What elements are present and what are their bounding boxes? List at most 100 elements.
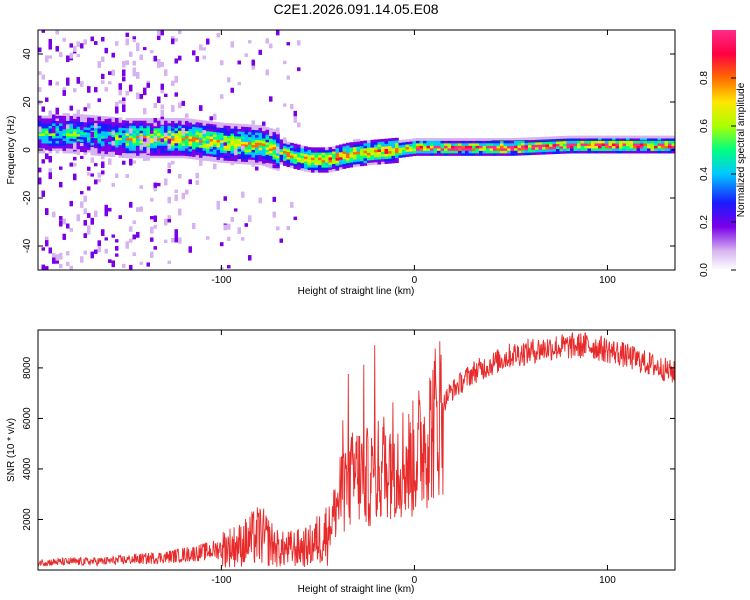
heatmap-cell	[146, 135, 151, 139]
heatmap-cell	[80, 136, 84, 140]
heatmap-cell	[125, 135, 130, 139]
heatmap-cell	[244, 136, 249, 140]
heatmap-cell	[391, 150, 396, 154]
heatmap-cell	[216, 152, 221, 155]
heatmap-cell	[45, 123, 49, 126]
heatmap-cell	[370, 154, 375, 158]
heatmap-cell	[290, 160, 294, 164]
heatmap-cell	[339, 152, 343, 155]
heatmap-cell	[311, 157, 315, 161]
heatmap-cell	[153, 103, 157, 108]
heatmap-cell	[552, 141, 557, 145]
heatmap-cell	[426, 145, 431, 149]
heatmap-cell	[293, 143, 298, 147]
heatmap-cell	[654, 150, 658, 154]
heatmap-cell	[164, 218, 168, 226]
heatmap-cell	[433, 138, 438, 141]
heatmap-cell	[83, 127, 88, 130]
heatmap-cell	[97, 138, 102, 141]
heatmap-cell	[132, 152, 137, 156]
heatmap-cell	[339, 159, 343, 163]
heatmap-cell	[153, 142, 158, 146]
heatmap-cell	[405, 151, 410, 155]
heatmap-cell	[552, 151, 557, 155]
heatmap-cell	[101, 128, 105, 132]
heatmap-cell	[251, 65, 255, 70]
heatmap-cell	[230, 87, 234, 93]
heatmap-cell	[83, 144, 88, 148]
heatmap-cell	[220, 94, 224, 99]
heatmap-cell	[573, 145, 578, 149]
heatmap-cell	[552, 148, 557, 152]
heatmap-cell	[559, 143, 564, 147]
heatmap-cell	[272, 134, 277, 138]
heatmap-cell	[577, 150, 581, 154]
heatmap-cell	[430, 138, 434, 141]
heatmap-cell	[300, 152, 305, 156]
heatmap-cell	[297, 162, 301, 165]
heatmap-cell	[104, 209, 108, 217]
heatmap-cell	[199, 139, 203, 143]
heatmap-cell	[76, 214, 80, 222]
heatmap-cell	[136, 135, 140, 139]
heatmap-cell	[342, 143, 347, 147]
heatmap-cell	[619, 148, 623, 151]
heatmap-cell	[108, 81, 112, 85]
heatmap-cell	[412, 150, 417, 154]
heatmap-cell	[500, 138, 504, 141]
heatmap-cell	[125, 140, 130, 144]
heatmap-cell	[419, 138, 424, 141]
heatmap-cell	[332, 153, 336, 157]
heatmap-cell	[440, 145, 445, 149]
heatmap-cell	[227, 148, 231, 151]
heatmap-cell	[370, 147, 375, 151]
heatmap-cell	[643, 135, 648, 139]
heatmap-cell	[41, 74, 45, 80]
heatmap-cell	[83, 233, 87, 239]
heatmap-cell	[223, 157, 228, 161]
heatmap-cell	[108, 145, 112, 150]
heatmap-cell	[87, 129, 91, 133]
heatmap-cell	[62, 135, 67, 139]
heatmap-cell	[472, 145, 476, 149]
heatmap-cell	[199, 147, 203, 151]
heatmap-cell	[300, 162, 305, 166]
heatmap-cell	[94, 135, 98, 139]
heatmap-cell	[48, 120, 53, 124]
heatmap-cell	[283, 153, 287, 156]
heatmap-cell	[132, 125, 137, 129]
heatmap-cell	[454, 145, 459, 149]
heatmap-cell	[220, 142, 224, 146]
heatmap-cell	[216, 149, 221, 153]
heatmap-cell	[83, 220, 87, 226]
snr-xlabel: Height of straight line (km)	[298, 584, 415, 595]
heatmap-cell	[272, 151, 277, 155]
heatmap-cell	[248, 124, 252, 128]
heatmap-cell	[237, 123, 242, 127]
heatmap-cell	[650, 150, 655, 154]
heatmap-cell	[577, 135, 581, 139]
heatmap-cell	[108, 124, 112, 127]
heatmap-cell	[111, 116, 116, 120]
heatmap-cell	[290, 201, 294, 208]
heatmap-cell	[59, 138, 63, 141]
heatmap-cell	[321, 167, 326, 171]
heatmap-cell	[440, 148, 445, 151]
heatmap-cell	[290, 150, 294, 154]
heatmap-cell	[265, 69, 269, 76]
heatmap-cell	[647, 148, 651, 151]
heatmap-cell	[255, 124, 259, 128]
heatmap-cell	[524, 152, 529, 156]
heatmap-cell	[279, 149, 284, 153]
heatmap-cell	[41, 128, 46, 131]
heatmap-cell	[248, 139, 252, 143]
heatmap-cell	[90, 217, 94, 225]
heatmap-cell	[167, 139, 171, 144]
heatmap-cell	[66, 223, 70, 229]
heatmap-cell	[59, 133, 63, 136]
heatmap-cell	[269, 96, 273, 102]
heatmap-cell	[258, 49, 262, 55]
heatmap-cell	[419, 143, 424, 146]
heatmap-cell	[83, 119, 88, 123]
heatmap-cell	[349, 149, 354, 153]
